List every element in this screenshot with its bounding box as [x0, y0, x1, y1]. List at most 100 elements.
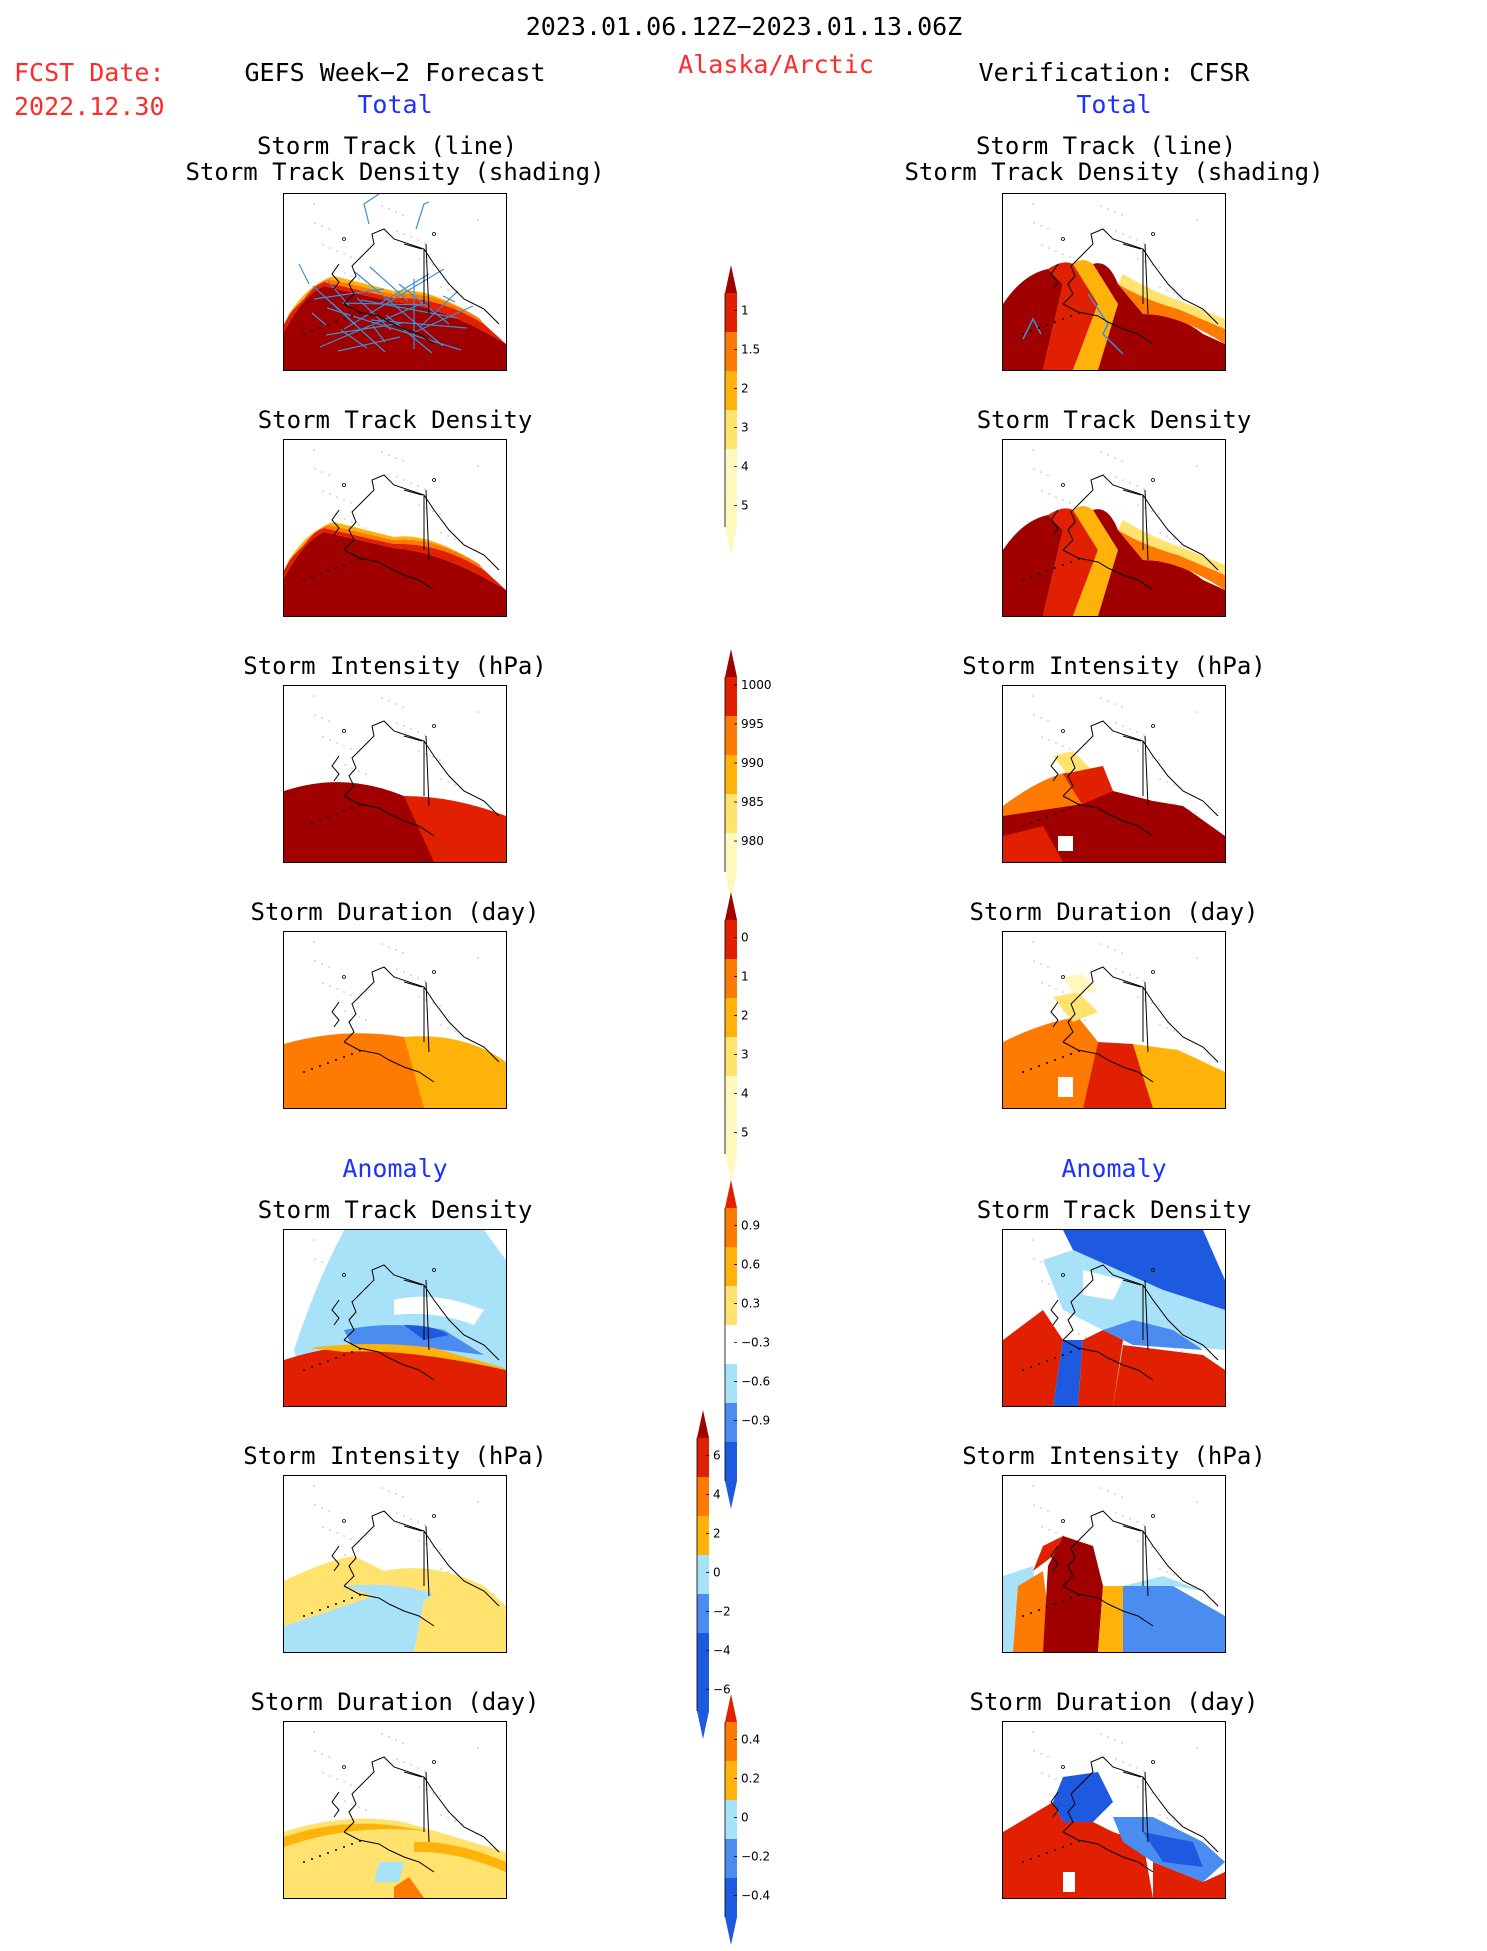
coastline: [1062, 1339, 1154, 1381]
colorbar-svg: 0 1 2 3 4 5: [724, 892, 749, 1182]
island: [1070, 1351, 1072, 1353]
colorbar-total-duration: 0 1 2 3 4 5: [720, 890, 800, 1188]
coastline: [403, 1279, 423, 1286]
colorbar-tick-label: 4: [713, 1488, 721, 1502]
shading-region: [1003, 826, 1063, 862]
coastline: [403, 981, 423, 988]
island: [1038, 819, 1040, 821]
colorbar-tick-label: 5: [741, 499, 749, 513]
colorbar-band: [725, 794, 737, 833]
coastline: [331, 263, 340, 290]
shading-region: [284, 1818, 506, 1898]
coastline: [1062, 228, 1219, 325]
colorbar-anom-duration: 0.4 0.2 0 −0.2 −0.4: [720, 1692, 800, 1951]
island: [1070, 1597, 1072, 1599]
coastline: [343, 795, 435, 837]
colorbar-band: [725, 1076, 737, 1115]
coastline: [403, 243, 423, 250]
coastline: [1122, 1279, 1142, 1286]
coastline: [343, 1510, 500, 1607]
colorbar-band: [725, 1800, 737, 1839]
map-anom-intensity-gefs: [283, 1475, 507, 1653]
colorbar-svg: 0.4 0.2 0 −0.2 −0.4: [724, 1694, 770, 1945]
shading-region: [284, 1345, 506, 1406]
colorbar-band: [697, 1633, 709, 1672]
colorbar-tick-label: 2: [741, 382, 749, 396]
island: [303, 333, 305, 335]
colorbar-band: [725, 1364, 737, 1403]
coastline: [403, 489, 423, 496]
shading-region: [1053, 992, 1098, 1022]
map-total-density-gefs: [283, 439, 507, 617]
island: [343, 1354, 345, 1356]
island: [1038, 1065, 1040, 1067]
island: [343, 564, 345, 566]
coastline: [343, 966, 500, 1063]
shading-region: [1118, 274, 1225, 329]
island: [343, 318, 345, 320]
colorbar-band: [725, 1208, 737, 1247]
map-anom-duration-cfsr: [1002, 1721, 1226, 1899]
coastline: [1050, 1791, 1059, 1818]
coastline: [331, 1299, 340, 1326]
colorbar-svg: 0.9 0.6 0.3 −0.3 −0.6 −0.9: [724, 1180, 770, 1509]
colorbar-tick-label: −4: [713, 1644, 731, 1658]
colorbar-band: [725, 488, 737, 527]
colorbar-band: [725, 449, 737, 488]
island: [1078, 558, 1080, 560]
coastline: [403, 1525, 423, 1532]
island: [1022, 333, 1024, 335]
coastline: [343, 228, 500, 325]
island: [359, 558, 361, 560]
island: [1030, 1068, 1032, 1070]
island: [1046, 1360, 1048, 1362]
shading-region: [1118, 520, 1225, 575]
island: [327, 570, 329, 572]
colorbar-tick-label: −0.2: [741, 1850, 770, 1864]
island: [1022, 825, 1024, 827]
shading-region: [1063, 974, 1098, 994]
map-anom-density-gefs: [283, 1229, 507, 1407]
coastline: [343, 1264, 500, 1361]
colorbar-band: [725, 1247, 737, 1286]
border-line: [425, 1771, 430, 1843]
island: [1062, 810, 1064, 812]
island: [1046, 1062, 1048, 1064]
colorbar-tick-label: 990: [741, 756, 764, 770]
island: [311, 1068, 313, 1070]
colorbar-svg: 1000 995 990 985 980: [724, 649, 772, 900]
colorbar-band: [697, 1672, 709, 1711]
colorbar-band: [725, 293, 737, 332]
colorbar-arrow-top: [697, 1410, 709, 1438]
coastline: [1062, 1756, 1219, 1853]
island: [303, 579, 305, 581]
coastline: [1062, 966, 1219, 1063]
map-anom-intensity-cfsr: [1002, 1475, 1226, 1653]
colorbar-tick-label: 995: [741, 717, 764, 731]
island: [1078, 1594, 1080, 1596]
island: [1022, 1369, 1024, 1371]
shading-region: [1078, 1330, 1123, 1406]
colorbar-band: [725, 755, 737, 794]
island: [319, 327, 321, 329]
island: [303, 1861, 305, 1863]
shading-region: [1003, 1017, 1098, 1108]
border-line: [1144, 1771, 1149, 1843]
shading-region: [1003, 1802, 1153, 1898]
coastline: [343, 1831, 435, 1873]
island: [335, 321, 337, 323]
storm-track-line: [313, 288, 385, 300]
coastline: [331, 509, 340, 536]
title-anom-density-right: Storm Track Density: [976, 1196, 1252, 1224]
island: [335, 813, 337, 815]
island: [351, 1597, 353, 1599]
island: [1022, 1071, 1024, 1073]
colorbar-band: [697, 1594, 709, 1633]
title-anom-intensity-right: Storm Intensity (hPa): [962, 1442, 1266, 1470]
colorbar-arrow-bottom: [725, 1481, 737, 1509]
storm-track-line: [369, 266, 409, 302]
shading-region: [1003, 515, 1063, 616]
island: [1054, 1849, 1056, 1851]
colorbar-tick-label: 2: [741, 1009, 749, 1023]
island: [319, 1609, 321, 1611]
